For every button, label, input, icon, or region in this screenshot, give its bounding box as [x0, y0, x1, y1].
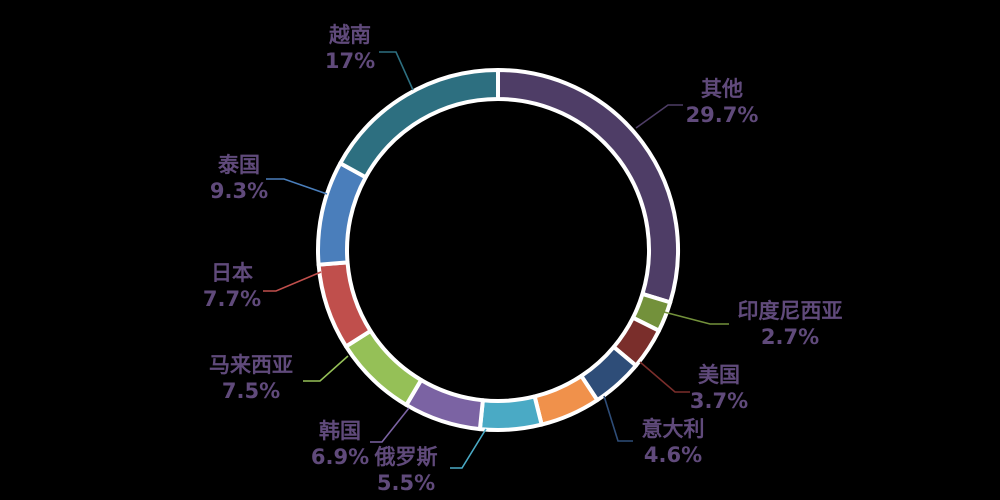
leader-line-korea	[370, 407, 410, 443]
leader-line-russia	[450, 428, 487, 469]
label-japan-name: 日本	[211, 261, 253, 285]
label-usa-name: 美国	[698, 363, 740, 387]
donut-segment-10[interactable]	[338, 68, 500, 180]
label-russia-name: 俄罗斯	[374, 445, 438, 469]
label-malaysia-pct: 7.5%	[221, 379, 281, 403]
label-vietnam-pct: 17%	[324, 49, 376, 73]
label-italy: 意大利 4.6%	[642, 416, 705, 468]
label-other-name: 其他	[700, 77, 743, 101]
label-malaysia-name: 马来西亚	[209, 353, 293, 377]
label-vietnam-name: 越南	[328, 23, 371, 47]
label-russia: 俄罗斯 5.5%	[375, 444, 438, 496]
label-usa: 美国 3.7%	[690, 362, 748, 414]
leader-line-japan	[263, 271, 322, 292]
donut-segment-9[interactable]	[316, 161, 368, 267]
leader-line-malaysia	[303, 355, 349, 382]
label-thailand: 泰国 9.3%	[210, 152, 268, 204]
label-thailand-pct: 9.3%	[209, 179, 269, 203]
label-thailand-name: 泰国	[218, 153, 260, 177]
label-indonesia: 印度尼西亚 2.7%	[738, 298, 843, 350]
label-russia-pct: 5.5%	[376, 471, 436, 495]
leader-line-usa	[639, 361, 690, 393]
leader-lines	[263, 51, 729, 469]
donut-segments	[316, 68, 680, 432]
label-japan-pct: 7.7%	[202, 287, 262, 311]
label-japan: 日本 7.7%	[203, 260, 261, 312]
label-italy-name: 意大利	[641, 417, 705, 441]
label-korea: 韩国 6.9%	[311, 418, 369, 470]
label-other-pct: 29.7%	[685, 103, 759, 127]
leader-line-indonesia	[663, 311, 729, 325]
label-korea-name: 韩国	[319, 419, 361, 443]
donut-segment-0[interactable]	[496, 68, 680, 305]
donut-segment-7[interactable]	[344, 328, 424, 407]
leader-line-thailand	[266, 178, 328, 195]
donut-segment-5[interactable]	[477, 394, 544, 432]
label-indonesia-name: 印度尼西亚	[737, 299, 843, 323]
label-usa-pct: 3.7%	[689, 389, 749, 413]
donut-segment-4[interactable]	[532, 373, 600, 427]
label-indonesia-pct: 2.7%	[760, 325, 820, 349]
label-italy-pct: 4.6%	[643, 443, 703, 467]
label-korea-pct: 6.9%	[310, 445, 370, 469]
leader-line-vietnam	[379, 51, 414, 91]
donut-segment-8[interactable]	[316, 260, 373, 349]
label-other: 其他 29.7%	[686, 76, 759, 128]
leader-line-other	[635, 104, 683, 129]
label-vietnam: 越南 17%	[325, 22, 375, 74]
leader-line-italy	[603, 395, 633, 442]
label-malaysia: 马来西亚 7.5%	[209, 352, 293, 404]
